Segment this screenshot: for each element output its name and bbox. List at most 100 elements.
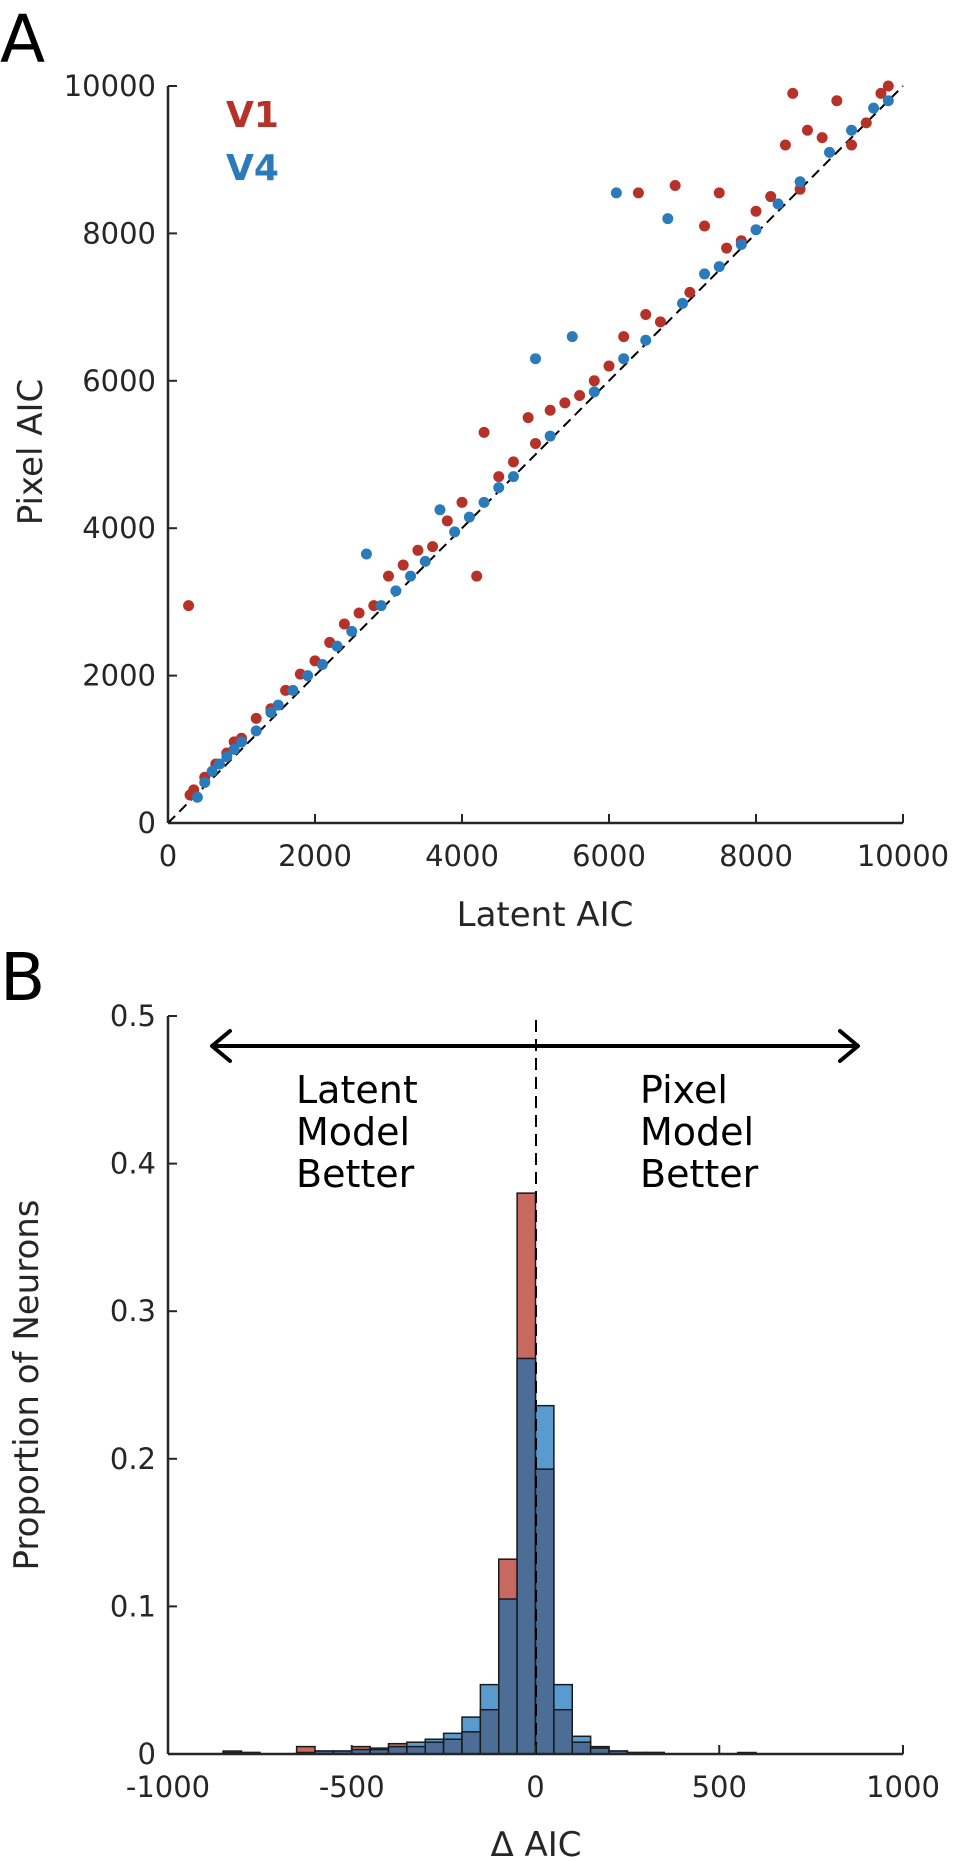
scatter-point-v1 [478,426,490,438]
scatter-point-v4 [375,600,387,612]
legend-v4-label: V4 [226,148,279,189]
b-x-tick-label: -500 [319,1770,385,1804]
scatter-points [183,80,894,803]
scatter-point-v4 [206,765,218,777]
scatter-point-v1 [875,87,887,99]
b-y-tick-label: 0.4 [110,1147,156,1181]
scatter-point-v1 [654,316,666,328]
scatter-point-v1 [816,132,828,144]
b-y-ticks: 0 0.1 0.2 0.3 0.4 0.5 [110,999,177,1771]
a-y-tick-label: 6000 [82,364,156,398]
b-y-tick-label: 0.3 [110,1294,156,1328]
scatter-point-v4 [191,791,203,803]
a-x-tick-label: 8000 [719,839,793,873]
scatter-point-v1 [338,618,350,630]
scatter-point-v1 [801,124,813,136]
a-x-tick-label: 4000 [425,839,499,873]
a-y-tick-label: 8000 [82,216,156,250]
scatter-point-v1 [412,544,424,556]
b-x-tick-label: 0 [526,1770,544,1804]
scatter-point-v1 [779,139,791,151]
scatter-point-v4 [588,386,600,398]
scatter-point-v1 [632,187,644,199]
scatter-point-v1 [383,570,394,582]
histogram: Latent Model Better Pixel Model Better -… [7,999,940,1861]
a-x-ticks: 0 2000 4000 6000 8000 10000 [159,814,949,873]
legend-v1-label: V1 [226,95,279,136]
b-x-tick-label: 500 [692,1770,747,1804]
a-y-tick-label: 4000 [82,511,156,545]
scatter-point-v1 [750,205,762,217]
scatter-point-v4 [199,776,211,788]
scatter-point-v4 [360,548,372,560]
scatter-point-v4 [824,146,835,158]
a-x-tick-label: 6000 [572,839,646,873]
scatter-point-v1 [441,515,453,527]
a-x-tick-label: 2000 [278,839,352,873]
scatter-point-v4 [449,526,461,538]
scatter-point-v4 [846,124,858,136]
a-y-axis-label: Pixel AIC [11,379,51,525]
scatter-point-v4 [544,430,556,442]
scatter-point-v4 [493,482,505,494]
scatter-point-v1 [456,496,468,508]
scatter-point-v1 [397,559,409,571]
scatter-point-v1 [721,242,733,254]
scatter-point-v4 [434,504,446,516]
scatter-plot: 0 2000 4000 6000 8000 10000 0 2000 4000 6000 8000… [11,69,949,935]
a-x-tick-label: 10000 [857,839,949,873]
scatter-point-v4 [236,736,247,748]
a-y-tick-label: 0 [138,806,156,840]
double-arrow [210,1029,860,1063]
scatter-point-v4 [272,699,284,711]
scatter-point-v4 [390,585,402,597]
b-x-tick-label: 1000 [866,1770,940,1804]
scatter-point-v4 [677,297,688,309]
a-y-tick-label: 10000 [64,69,156,103]
a-x-tick-label: 0 [159,839,177,873]
scatter-point-v4 [250,725,262,737]
histogram-bar-overlap [442,1738,463,1755]
scatter-point-v1 [846,139,858,151]
a-x-axis-label: Latent AIC [457,895,634,935]
scatter-point-v1 [250,712,262,724]
scatter-point-v4 [772,198,784,210]
histogram-bars [222,1192,757,1755]
scatter-point-v4 [331,640,343,652]
scatter-point-v4 [618,353,630,365]
scatter-point-v4 [662,213,674,225]
scatter-point-v1 [588,375,600,387]
scatter-point-v4 [530,353,541,365]
b-y-tick-label: 0.5 [110,999,156,1033]
scatter-point-v4 [750,224,762,236]
a-y-tick-label: 2000 [82,659,156,693]
latent-better-line-2: Model [296,1110,410,1154]
scatter-point-v4 [566,331,578,343]
scatter-point-v4 [699,268,711,280]
scatter-point-v1 [684,286,696,298]
panel-b-label: B [0,939,45,1016]
histogram-bar-overlap [516,1357,537,1755]
scatter-point-v1 [765,191,777,203]
scatter-point-v1 [522,412,534,424]
scatter-point-v1 [860,117,872,129]
scatter-point-v1 [493,471,505,483]
b-y-axis-label: Proportion of Neurons [7,1199,47,1570]
b-x-tick-label: -1000 [126,1770,210,1804]
scatter-point-v1 [713,187,725,199]
scatter-point-v1 [574,390,586,402]
scatter-point-v1 [640,308,652,320]
identity-line [167,85,904,824]
scatter-point-v1 [669,179,681,191]
scatter-point-v4 [213,758,225,770]
scatter-point-v4 [265,706,277,718]
histogram-bar-overlap [553,1708,573,1755]
b-x-axis-label: Δ AIC [490,1825,581,1861]
scatter-point-v4 [405,570,417,582]
scatter-point-v4 [316,659,328,671]
scatter-point-v1 [507,456,519,468]
scatter-point-v1 [559,397,571,409]
scatter-point-v4 [287,684,299,696]
scatter-point-v4 [228,743,240,755]
scatter-point-v4 [419,555,431,567]
